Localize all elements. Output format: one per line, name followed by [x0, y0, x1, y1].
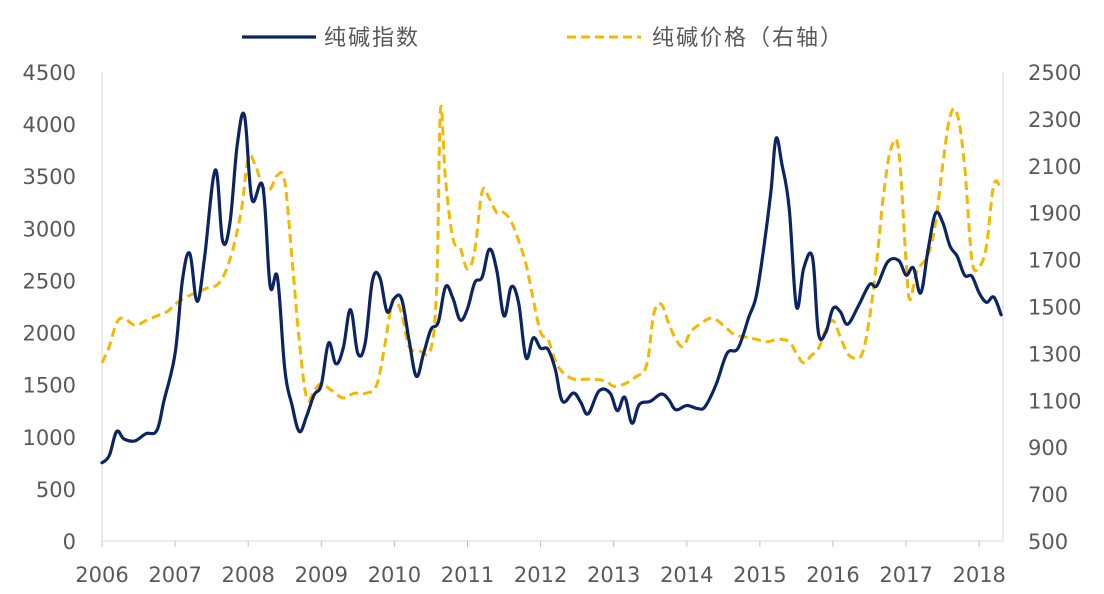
- left-axis-tick-label: 2500: [23, 269, 76, 293]
- x-axis-tick-label: 2014: [660, 563, 713, 587]
- x-axis-tick-label: 2016: [806, 563, 859, 587]
- left-axis-tick-label: 500: [36, 478, 76, 502]
- x-axis-tick-label: 2007: [148, 563, 201, 587]
- x-axis-tick-label: 2006: [75, 563, 128, 587]
- x-axis-tick-label: 2011: [441, 563, 494, 587]
- left-axis-tick-label: 3500: [23, 165, 76, 189]
- x-axis-tick-label: 2013: [587, 563, 640, 587]
- x-axis-tick-label: 2017: [879, 563, 932, 587]
- left-axis-tick-label: 0: [63, 530, 76, 554]
- left-axis-tick-label: 2000: [23, 322, 76, 346]
- right-axis-tick-label: 900: [1028, 436, 1068, 460]
- x-axis-tick-label: 2015: [733, 563, 786, 587]
- right-axis-tick-label: 2300: [1028, 108, 1081, 132]
- x-axis-tick-label: 2012: [514, 563, 567, 587]
- right-axis-tick-label: 1700: [1028, 249, 1081, 273]
- x-axis-tick-label: 2010: [368, 563, 421, 587]
- x-axis-tick-label: 2008: [221, 563, 274, 587]
- right-axis-tick-label: 1500: [1028, 296, 1081, 320]
- right-axis-tick-label: 1900: [1028, 202, 1081, 226]
- left-axis-tick-label: 1500: [23, 374, 76, 398]
- right-axis-tick-label: 2100: [1028, 155, 1081, 179]
- right-axis-tick-label: 1300: [1028, 342, 1081, 366]
- left-axis-tick-label: 3000: [23, 217, 76, 241]
- right-axis-tick-label: 2500: [1028, 61, 1081, 85]
- left-axis-tick-label: 1000: [23, 426, 76, 450]
- right-axis-tick-label: 1100: [1028, 389, 1081, 413]
- legend-label-series-2: 纯碱价格（右轴）: [652, 26, 844, 51]
- right-axis-tick-label: 700: [1028, 483, 1068, 507]
- legend-label-series-1: 纯碱指数: [324, 26, 420, 51]
- series-line-soda-ash-index: [100, 111, 1003, 465]
- right-axis-tick-label: 500: [1028, 530, 1068, 554]
- left-axis-tick-label: 4500: [23, 61, 76, 85]
- x-axis-tick-label: 2018: [952, 563, 1005, 587]
- series-line-soda-ash-price: [100, 104, 1003, 403]
- x-axis-tick-label: 2009: [295, 563, 348, 587]
- left-axis-tick-label: 4000: [23, 113, 76, 137]
